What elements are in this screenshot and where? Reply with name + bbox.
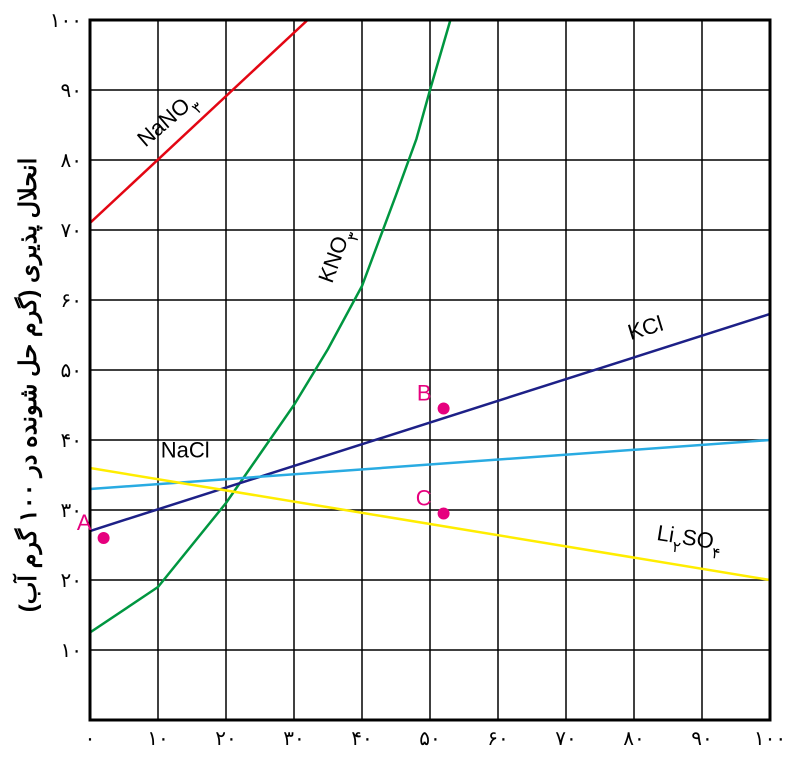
xtick-3: ۳۰ — [283, 728, 304, 750]
chart-svg: NaNO۳KNO۳KClNaClLi۲SO۴ABC۱۰۲۰۳۰۴۰۵۰۶۰۷۰۸… — [10, 10, 790, 760]
ytick-3: ۳۰ — [61, 500, 82, 522]
series-NaNO3 — [90, 20, 308, 223]
point-label-C: C — [416, 486, 432, 511]
xtick-4: ۴۰ — [351, 728, 372, 750]
point-A — [98, 532, 110, 544]
xtick-7: ۷۰ — [555, 728, 576, 750]
xtick-1: ۱۰ — [147, 728, 168, 750]
label-KNO3: KNO۳ — [313, 225, 363, 289]
ytick-1: ۱۰ — [61, 640, 82, 662]
point-B — [438, 403, 450, 415]
ytick-8: ۸۰ — [61, 150, 82, 172]
point-C — [438, 508, 450, 520]
y-axis-title: انحلال پذیری (گرم حل شونده در ۱۰۰ گرم آب… — [15, 158, 43, 613]
ytick-2: ۲۰ — [61, 570, 82, 592]
xtick-9: ۹۰ — [691, 728, 712, 750]
ytick-7: ۷۰ — [61, 220, 82, 242]
ytick-5: ۵۰ — [61, 360, 82, 382]
ytick-10: ۱۰۰ — [50, 10, 82, 32]
label-Li2SO4: Li۲SO۴ — [654, 520, 724, 562]
label-NaNO3: NaNO۳ — [132, 87, 206, 157]
xtick-5: ۵۰ — [419, 728, 440, 750]
point-label-B: B — [417, 381, 432, 406]
label-KCl: KCl — [625, 311, 666, 345]
solubility-chart: انحلال پذیری (گرم حل شونده در ۱۰۰ گرم آب… — [10, 10, 790, 760]
ytick-9: ۹۰ — [61, 80, 82, 102]
ytick-6: ۶۰ — [61, 290, 82, 312]
xtick-6: ۶۰ — [487, 728, 508, 750]
xtick-0: ۰ — [85, 728, 96, 750]
label-NaCl: NaCl — [161, 438, 210, 463]
series-KNO3 — [90, 20, 450, 633]
ytick-4: ۴۰ — [61, 430, 82, 452]
xtick-8: ۸۰ — [623, 728, 644, 750]
xtick-10: ۱۰۰ — [754, 728, 786, 750]
xtick-2: ۲۰ — [215, 728, 236, 750]
